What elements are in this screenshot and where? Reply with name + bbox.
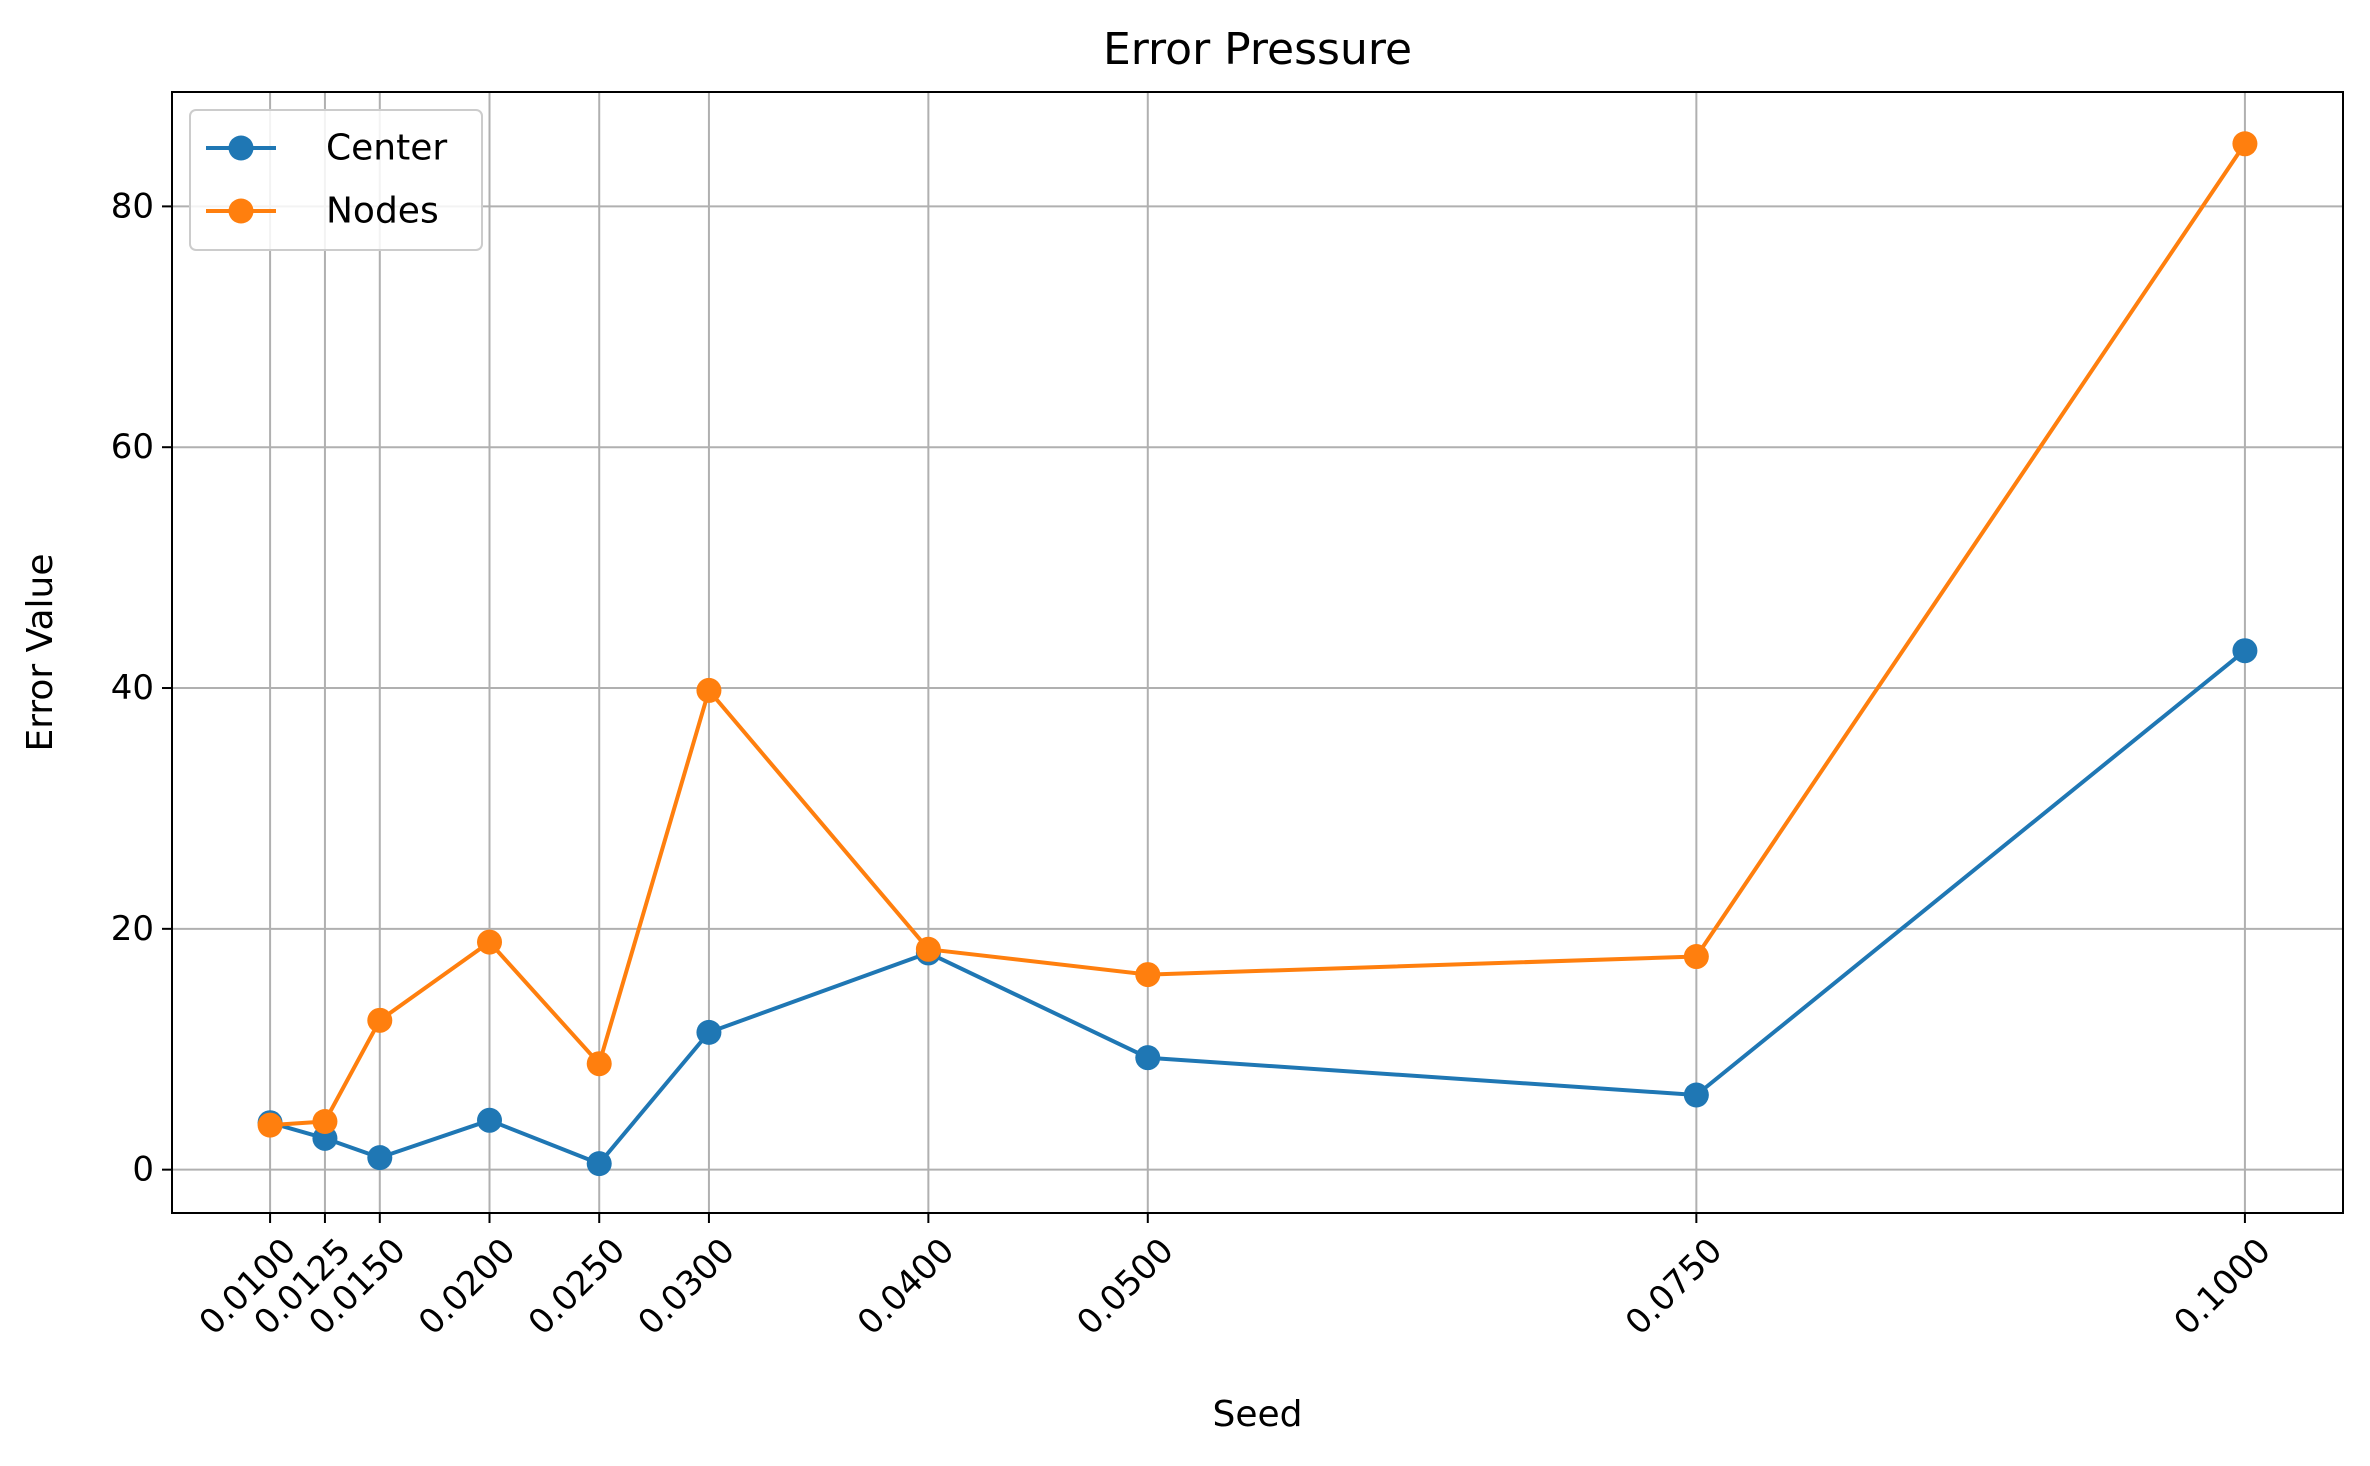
- data-point-center: [1135, 1045, 1161, 1071]
- y-tick-label: 20: [111, 909, 154, 949]
- data-point-nodes: [2232, 131, 2258, 157]
- data-point-center: [2232, 638, 2258, 664]
- legend-entry-center: Center: [206, 128, 447, 169]
- legend-marker: [228, 198, 254, 224]
- data-point-nodes: [696, 677, 722, 703]
- plot-area-frame: [171, 91, 2344, 1214]
- data-point-center: [1683, 1082, 1709, 1108]
- legend-entry-nodes: Nodes: [206, 191, 439, 232]
- x-axis-label: Seed: [1213, 1394, 1303, 1435]
- data-point-nodes: [1135, 962, 1161, 988]
- data-point-nodes: [1683, 944, 1709, 970]
- chart-title: Error Pressure: [1103, 24, 1412, 75]
- legend-label: Nodes: [326, 191, 439, 232]
- data-point-nodes: [312, 1108, 338, 1134]
- data-point-center: [586, 1151, 612, 1177]
- y-tick-label: 40: [111, 668, 154, 708]
- data-point-nodes: [586, 1051, 612, 1077]
- series-line-center: [269, 649, 2247, 1166]
- series-line-nodes: [269, 142, 2247, 1128]
- data-point-nodes: [915, 936, 941, 962]
- y-axis-label: Error Value: [20, 553, 61, 751]
- y-tick-label: 60: [111, 427, 154, 467]
- data-point-nodes: [367, 1007, 393, 1033]
- legend: Center Nodes: [189, 109, 483, 251]
- legend-label: Center: [326, 128, 447, 169]
- y-tick-label: 0: [132, 1150, 154, 1190]
- data-point-nodes: [257, 1112, 283, 1138]
- data-point-nodes: [477, 929, 503, 955]
- data-point-center: [367, 1145, 393, 1171]
- y-tick-label: 80: [111, 186, 154, 226]
- data-point-center: [696, 1019, 722, 1045]
- series-layer: [257, 131, 2258, 1177]
- legend-box: [189, 109, 483, 251]
- legend-marker: [228, 135, 254, 161]
- series-nodes: [257, 131, 2258, 1138]
- data-point-center: [477, 1107, 503, 1133]
